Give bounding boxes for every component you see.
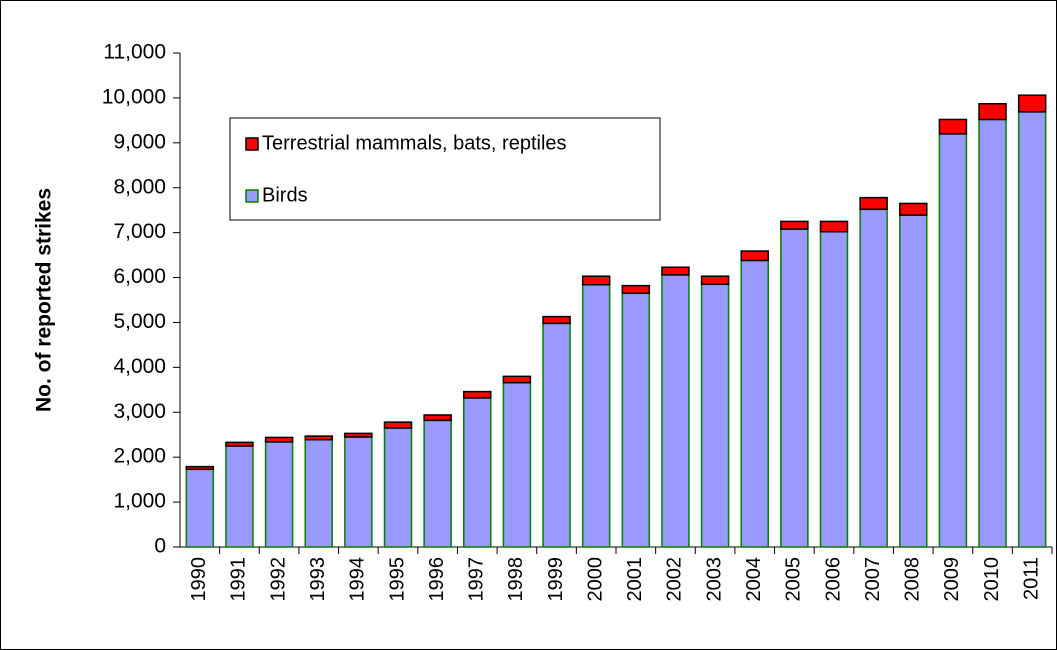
x-tick-label: 1991	[228, 557, 250, 602]
x-tick-label: 1994	[347, 557, 369, 602]
y-tick-label: 7,000	[113, 220, 166, 243]
bar-segment	[700, 275, 730, 286]
bar-segment	[978, 118, 1007, 548]
y-tick-label: 5,000	[113, 310, 166, 333]
bar-segment	[344, 432, 373, 438]
x-tick-label: 2004	[743, 557, 765, 602]
x-tick-label: 2007	[862, 557, 884, 602]
bar-segment	[700, 283, 730, 548]
y-tick-label: 9,000	[113, 130, 166, 153]
legend-swatch	[245, 189, 259, 203]
bar-segment	[264, 436, 294, 443]
bar-segment	[383, 421, 413, 429]
bar-segment	[463, 397, 492, 548]
y-tick-label: 11,000	[103, 41, 166, 64]
x-tick-label: 2002	[664, 557, 686, 602]
bar-segment	[225, 441, 254, 447]
bar-segment	[819, 230, 849, 548]
bar-segment	[899, 202, 928, 216]
x-tick-label: 2005	[783, 557, 805, 602]
x-tick-label: 2010	[981, 557, 1003, 602]
legend-label: Terrestrial mammals, bats, reptiles	[262, 132, 567, 154]
y-tick-label: 0	[154, 535, 166, 558]
bar-segment	[938, 133, 968, 548]
y-tick-label: 10,000	[102, 85, 166, 108]
bar-segment	[423, 414, 452, 422]
x-tick-label: 2009	[941, 557, 963, 602]
y-tick-label: 8,000	[113, 175, 166, 198]
bar-segment	[740, 259, 769, 548]
bar-segment	[1017, 94, 1047, 113]
x-tick-label: 1990	[188, 557, 210, 602]
bar-segment	[661, 266, 690, 276]
bar-segment	[542, 322, 571, 548]
bar-segment	[780, 228, 809, 548]
bar-segment	[938, 118, 968, 135]
bar-segment	[859, 208, 888, 548]
bar-segment	[304, 438, 333, 548]
x-tick-label: 1992	[267, 557, 289, 602]
x-tick-label: 1995	[386, 557, 408, 602]
bar-segment	[661, 274, 690, 548]
bar-segment	[1017, 111, 1047, 548]
bar-segment	[780, 220, 809, 230]
bar-segment	[621, 284, 651, 295]
bar-segment	[304, 435, 333, 441]
x-tick-label: 2001	[624, 557, 646, 602]
bar-segment	[502, 381, 532, 548]
x-tick-label: 2011	[1020, 557, 1042, 600]
x-tick-label: 2000	[584, 557, 606, 602]
bar-segment	[581, 283, 611, 548]
y-axis-label: No. of reported strikes	[33, 188, 56, 412]
y-tick-label: 2,000	[113, 445, 166, 468]
bar-segment	[225, 445, 254, 548]
bar-segment	[383, 427, 413, 548]
bar-segment	[542, 315, 571, 325]
bar-segment	[819, 220, 849, 233]
legend-label: Birds	[262, 184, 308, 206]
bar-segment	[463, 390, 492, 399]
legend-box	[229, 117, 661, 221]
x-tick-label: 1993	[307, 557, 329, 602]
bar-segment	[581, 275, 611, 286]
bar-segment	[185, 465, 215, 471]
bar-segment	[423, 419, 452, 548]
legend-swatch	[245, 137, 259, 151]
y-tick-label: 4,000	[113, 355, 166, 378]
bar-segment	[859, 196, 888, 211]
bar-segment	[264, 441, 294, 548]
bar-segment	[740, 250, 769, 262]
y-tick-label: 6,000	[113, 265, 166, 288]
x-tick-label: 1998	[505, 557, 527, 602]
bar-segment	[621, 292, 651, 548]
x-tick-label: 2006	[822, 557, 844, 602]
x-tick-label: 1999	[545, 557, 567, 602]
bar-segment	[185, 468, 215, 548]
x-tick-label: 1996	[426, 557, 448, 602]
x-tick-label: 1997	[466, 557, 488, 602]
y-tick-label: 3,000	[113, 400, 166, 423]
y-tick-label: 1,000	[113, 490, 166, 513]
x-tick-label: 2003	[703, 557, 725, 602]
bar-segment	[502, 375, 532, 384]
bar-segment	[344, 436, 373, 548]
x-tick-label: 2008	[902, 557, 924, 602]
bar-segment	[899, 214, 928, 548]
bar-segment	[978, 102, 1007, 121]
